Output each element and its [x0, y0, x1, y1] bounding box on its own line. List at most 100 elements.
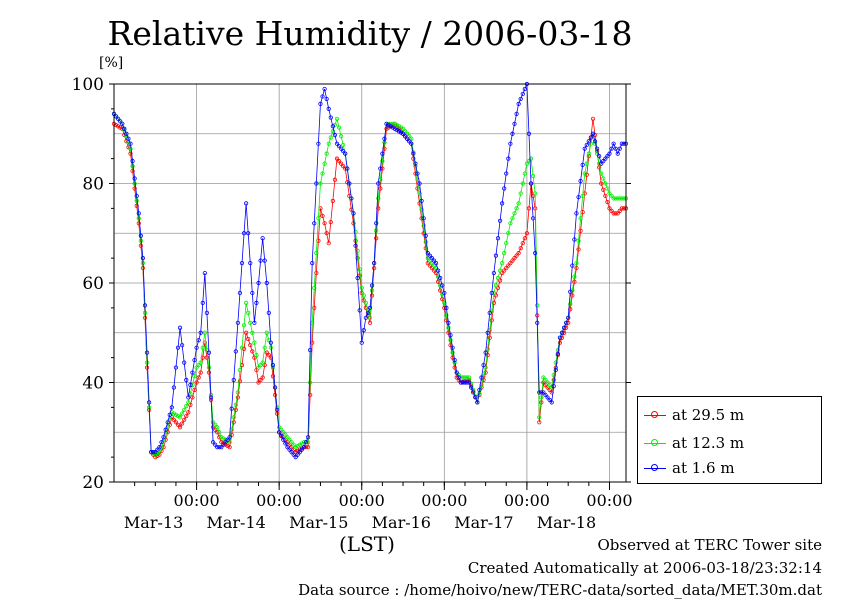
- data-point: [574, 211, 579, 216]
- data-point: [215, 425, 220, 430]
- x-tick-date: Mar-17: [454, 513, 513, 532]
- data-point: [322, 161, 327, 166]
- data-point: [411, 156, 416, 161]
- data-point: [155, 447, 160, 452]
- data-point: [225, 437, 230, 442]
- data-point: [332, 122, 338, 128]
- data-point: [388, 124, 393, 129]
- data-point: [450, 345, 455, 350]
- data-point: [198, 330, 203, 335]
- data-point: [118, 119, 123, 124]
- data-point: [466, 375, 472, 380]
- data-point: [419, 198, 424, 204]
- data-point: [516, 201, 521, 206]
- y-tick-label: 100: [72, 75, 104, 95]
- legend-label: at 1.6 m: [672, 459, 735, 477]
- data-point: [516, 101, 521, 107]
- data-point: [508, 260, 513, 266]
- data-point: [409, 141, 414, 146]
- data-point: [580, 162, 585, 167]
- data-point: [157, 445, 162, 450]
- data-point: [407, 139, 412, 144]
- data-point: [272, 392, 278, 398]
- data-point: [493, 253, 499, 258]
- data-point: [413, 161, 418, 166]
- data-point: [155, 453, 160, 458]
- data-point: [553, 360, 558, 365]
- data-point: [506, 156, 511, 161]
- data-point: [506, 263, 511, 268]
- data-point: [433, 260, 439, 266]
- data-point: [241, 231, 247, 236]
- data-point: [559, 330, 565, 335]
- data-point: [322, 221, 327, 226]
- data-point: [464, 375, 470, 380]
- data-point: [572, 274, 577, 279]
- data-point: [231, 415, 236, 420]
- data-point: [314, 270, 319, 276]
- data-point: [429, 265, 435, 271]
- data-point: [231, 377, 236, 383]
- data-point: [159, 440, 164, 445]
- data-point: [547, 387, 552, 393]
- data-point: [233, 402, 238, 407]
- y-tick-label: 80: [82, 175, 104, 195]
- data-point: [444, 305, 449, 310]
- data-point: [475, 400, 480, 405]
- data-point: [429, 260, 435, 266]
- data-point: [611, 196, 616, 201]
- data-point: [196, 338, 201, 343]
- x-tick-date: Mar-14: [206, 513, 265, 532]
- data-point: [241, 323, 247, 328]
- data-point: [495, 236, 501, 241]
- data-point: [526, 206, 532, 211]
- data-point: [566, 315, 571, 320]
- data-point: [446, 320, 451, 325]
- data-point: [297, 442, 302, 447]
- data-point: [353, 229, 358, 235]
- data-point: [128, 141, 133, 146]
- data-point: [409, 136, 414, 141]
- data-point: [605, 200, 610, 205]
- data-point: [177, 425, 183, 430]
- data-point: [186, 400, 191, 405]
- data-point: [206, 350, 212, 355]
- data-point: [473, 395, 478, 400]
- data-point: [493, 293, 499, 298]
- data-point: [619, 206, 624, 211]
- data-point: [450, 350, 455, 355]
- data-point: [120, 121, 125, 126]
- data-point: [318, 181, 323, 186]
- data-point: [213, 427, 218, 432]
- data-point: [192, 374, 197, 379]
- data-point: [153, 452, 158, 457]
- data-point: [495, 275, 501, 281]
- data-point: [603, 193, 608, 199]
- data-point: [330, 129, 335, 134]
- data-point: [175, 413, 181, 419]
- data-point: [182, 360, 187, 365]
- x-tick-date: Mar-13: [124, 513, 183, 532]
- data-point: [328, 115, 333, 120]
- data-point: [599, 181, 604, 186]
- data-point: [497, 268, 503, 273]
- data-point: [363, 315, 368, 320]
- data-point: [427, 258, 432, 263]
- data-point: [545, 395, 550, 400]
- data-point: [446, 325, 451, 330]
- data-point: [535, 303, 540, 308]
- data-point: [171, 411, 176, 416]
- data-point: [588, 141, 594, 146]
- data-point: [175, 422, 181, 427]
- data-point: [367, 305, 373, 310]
- data-point: [464, 380, 470, 385]
- data-point: [392, 126, 397, 131]
- data-point: [171, 385, 176, 390]
- data-point: [151, 450, 156, 455]
- data-point: [578, 228, 583, 233]
- data-point: [419, 207, 424, 212]
- data-point: [314, 181, 319, 186]
- data-point: [396, 124, 402, 129]
- data-point: [553, 367, 558, 373]
- data-point: [423, 239, 428, 245]
